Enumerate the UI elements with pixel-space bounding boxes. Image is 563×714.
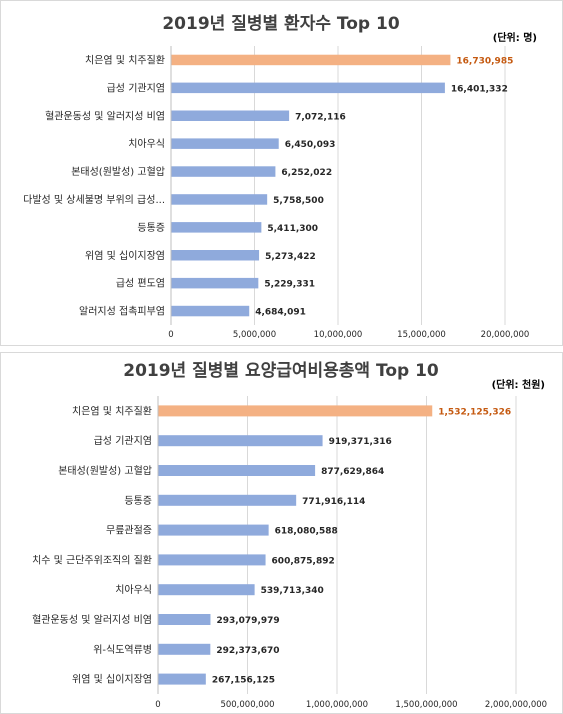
bar (158, 584, 255, 596)
category-label: 다발성 및 상세불명 부위의 급성... (23, 193, 165, 206)
category-label: 본태성(원발성) 고혈압 (58, 464, 152, 477)
data-label: 1,532,125,326 (438, 407, 511, 417)
data-label: 5,229,331 (264, 280, 315, 290)
x-tick-label: 0 (155, 700, 160, 710)
data-label: 267,156,125 (212, 676, 275, 686)
bar (171, 166, 276, 177)
bar (158, 405, 433, 417)
data-label: 16,401,332 (451, 84, 508, 94)
category-label: 치아우식 (128, 138, 165, 150)
data-label: 539,713,340 (261, 586, 324, 596)
bar (171, 82, 445, 94)
x-tick-label: 2,000,000,000 (485, 700, 547, 710)
unit-label: (단위: 천원) (492, 378, 545, 391)
unit-label: (단위: 명) (493, 31, 537, 44)
x-tick-label: 1,000,000,000 (306, 700, 368, 710)
category-label: 위염 및 십이지장염 (85, 249, 165, 262)
bar (171, 54, 451, 66)
patients-chart-panel: 2019년 질병별 환자수 Top 10 (단위: 명) 0 5,000,000 1… (0, 0, 563, 346)
data-label: 618,080,588 (275, 527, 338, 537)
bar (158, 554, 266, 566)
data-label: 771,916,114 (302, 497, 365, 507)
bar (171, 194, 268, 205)
bar (158, 643, 211, 655)
data-label: 600,875,892 (272, 556, 335, 566)
category-label: 급성 편도염 (116, 278, 165, 290)
bar (158, 465, 316, 476)
chart-title: 2019년 질병별 요양급여비용총액 Top 10 (123, 360, 439, 381)
bar (158, 614, 211, 625)
patients-bar-chart: 2019년 질병별 환자수 Top 10 (단위: 명) 0 5,000,000 1… (23, 13, 537, 340)
x-tick-label: 0 (168, 330, 173, 340)
data-label: 6,252,022 (281, 168, 332, 178)
category-label: 혈관운동성 및 알러지성 비염 (45, 109, 165, 122)
category-label: 치은염 및 치주질환 (85, 54, 165, 66)
category-label: 치수 및 근단주위조직의 질환 (32, 553, 152, 566)
data-label: 5,758,500 (273, 196, 324, 206)
category-label: 알러지성 접촉피부염 (79, 306, 165, 318)
cost-chart-panel: 2019년 질병별 요양급여비용총액 Top 10 (단위: 천원) 0 500,… (0, 352, 563, 714)
bar (158, 673, 206, 685)
data-label: 919,371,316 (329, 437, 392, 447)
category-label: 치아우식 (115, 584, 152, 596)
data-label: 6,450,093 (285, 140, 336, 150)
category-label: 급성 기관지염 (94, 435, 152, 447)
category-label: 치은염 및 치주질환 (72, 405, 152, 417)
data-label: 293,079,979 (216, 616, 279, 626)
category-label: 본태성(원발성) 고혈압 (71, 165, 165, 178)
data-label: 4,684,091 (255, 308, 306, 318)
x-tick-label: 10,000,000 (314, 330, 363, 340)
category-label: 위염 및 십이지장염 (72, 673, 152, 686)
data-label: 5,273,422 (265, 252, 316, 262)
bar (171, 277, 259, 289)
bar (171, 250, 260, 261)
category-label: 등통증 (124, 495, 152, 507)
bar (158, 435, 323, 447)
x-tick-label: 1,500,000,000 (395, 700, 457, 710)
bar (158, 494, 297, 506)
bar (158, 524, 269, 536)
chart-title: 2019년 질병별 환자수 Top 10 (162, 13, 399, 34)
data-label: 5,411,300 (267, 224, 318, 234)
data-label: 7,072,116 (295, 112, 346, 122)
category-label: 무릎관절증 (106, 524, 152, 537)
bar (171, 305, 250, 317)
x-tick-label: 15,000,000 (397, 330, 446, 340)
bar (171, 222, 262, 233)
data-label: 877,629,864 (321, 467, 384, 477)
category-label: 등통증 (137, 222, 165, 234)
data-label: 292,373,670 (216, 646, 279, 656)
x-tick-label: 5,000,000 (233, 330, 276, 340)
category-label: 혈관운동성 및 알러지성 비염 (32, 613, 152, 626)
x-tick-label: 500,000,000 (220, 700, 274, 710)
data-label: 16,730,985 (456, 56, 513, 66)
cost-bar-chart: 2019년 질병별 요양급여비용총액 Top 10 (단위: 천원) 0 500,… (32, 360, 547, 710)
category-label: 위-식도역류병 (93, 643, 152, 656)
bar (171, 138, 279, 149)
x-tick-label: 20,000,000 (481, 330, 530, 340)
category-label: 급성 기관지염 (107, 82, 165, 94)
bar (171, 110, 290, 121)
